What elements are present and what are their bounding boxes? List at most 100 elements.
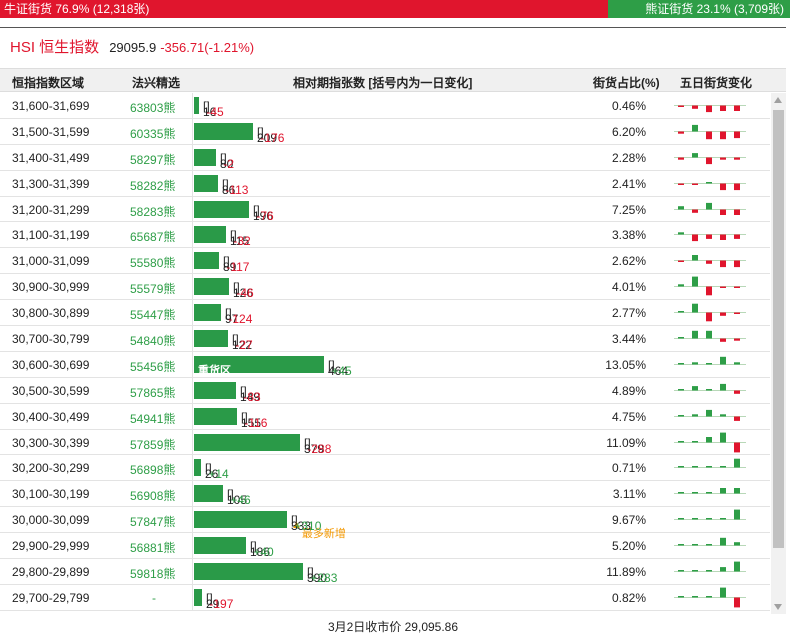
table-header: 恒指指数区域 法兴精选 相对期指张数 [括号内为一日变化] 街货占比(%) 五日… xyxy=(0,68,786,92)
index-name[interactable]: HSI 恒生指数 xyxy=(10,39,100,56)
five-day-change-chart xyxy=(674,303,746,322)
table-row: 29,700-29,799 - 29 [-197] 0.82% xyxy=(0,584,770,611)
count-change: +310 xyxy=(294,519,322,534)
range-cell: 30,200-30,299 xyxy=(12,461,90,476)
warrant-code-link[interactable]: 56908熊 xyxy=(130,489,176,504)
warrant-code-link[interactable]: 65687熊 xyxy=(130,230,176,245)
spark-bar xyxy=(678,105,684,107)
warrant-code-link[interactable]: 57859熊 xyxy=(130,437,176,452)
count-bar xyxy=(194,381,236,399)
spark-bar xyxy=(692,255,698,261)
table-row: 30,300-30,399 57859熊 379 [-288] 11.09% xyxy=(0,429,770,456)
index-value: 29095.9 xyxy=(109,40,157,55)
header-pct: 街货占比(%) xyxy=(593,76,660,90)
warrant-code-link[interactable]: 56898熊 xyxy=(130,463,176,478)
count-bar xyxy=(194,122,253,140)
count-change: -288 xyxy=(307,441,332,456)
warrant-code-link[interactable]: 59818熊 xyxy=(130,567,176,582)
table-row: 30,400-30,499 54941熊 155 [-116] 4.75% xyxy=(0,403,770,430)
warrant-code-link[interactable]: 58297熊 xyxy=(130,152,176,167)
spark-bar xyxy=(706,466,712,468)
warrant-code-link[interactable]: 55447熊 xyxy=(130,308,176,323)
warrant-code-link[interactable]: 54941熊 xyxy=(130,411,176,426)
spark-bar xyxy=(734,105,740,111)
bar-cell: 26 [+14] xyxy=(192,455,592,482)
count-change: -124 xyxy=(228,312,253,327)
spark-bar xyxy=(706,157,712,164)
range-cell: 29,900-29,999 xyxy=(12,539,90,554)
most-new-label: 最多新增 xyxy=(301,528,346,541)
count-number: 16 xyxy=(203,105,217,119)
spark-bar xyxy=(706,544,712,546)
share-percent: 2.28% xyxy=(611,150,646,165)
share-percent: 11.89% xyxy=(606,565,646,580)
scroll-thumb[interactable] xyxy=(773,110,784,548)
spark-bar xyxy=(720,567,726,572)
count-change: +14 xyxy=(208,467,229,482)
count-change: -76 xyxy=(256,208,274,223)
count-change: -2 xyxy=(223,156,235,171)
count-value: 464 [+45] xyxy=(328,357,352,378)
bar-cell: 122 [-27] xyxy=(192,326,592,352)
spark-bar xyxy=(720,183,726,190)
range-cell: 31,500-31,599 xyxy=(12,124,90,139)
spark-bar xyxy=(720,356,726,365)
spark-bar xyxy=(720,466,726,468)
count-number: 80 xyxy=(220,156,234,171)
warrant-code-link[interactable]: 57847熊 xyxy=(130,515,176,530)
count-change: -45 xyxy=(206,105,224,119)
count-bar xyxy=(194,252,219,270)
header-code: 法兴精选 xyxy=(132,76,181,90)
spark-bar xyxy=(678,205,684,210)
spark-bar xyxy=(692,209,698,213)
warrant-code-link[interactable]: 55456熊 xyxy=(130,359,176,374)
count-change: -176 xyxy=(260,130,285,145)
table-row: 30,700-30,799 54840熊 122 [-27] 3.44% xyxy=(0,326,770,352)
spark-bar xyxy=(692,362,698,365)
scroll-up-icon[interactable] xyxy=(774,97,782,103)
bar-cell: ▲ 最多新增 333 [+310] xyxy=(192,507,592,540)
range-cell: 30,500-30,599 xyxy=(12,383,90,398)
warrant-code-link[interactable]: 63803熊 xyxy=(130,101,176,115)
bar-cell: 155 [-116] xyxy=(192,403,592,430)
warrant-code-link[interactable]: 54840熊 xyxy=(130,334,176,349)
spark-bar xyxy=(734,183,740,190)
warrant-code-link[interactable]: 60335熊 xyxy=(130,126,176,141)
warrant-code-link[interactable]: 55579熊 xyxy=(130,282,176,297)
warrant-code-link[interactable]: 56881熊 xyxy=(130,541,176,556)
spark-bar xyxy=(734,234,740,240)
count-number: 89 xyxy=(223,260,237,275)
table-row: 30,000-30,099 57847熊 ▲ 最多新增 333 [+310] 9.67% xyxy=(0,507,770,540)
warrant-code-link[interactable]: - xyxy=(152,590,156,605)
range-cell: 30,700-30,799 xyxy=(12,332,90,347)
spark-bar xyxy=(720,286,726,289)
spark-bar xyxy=(734,338,740,341)
scroll-down-icon[interactable] xyxy=(774,604,782,610)
warrant-code-link[interactable]: 58283熊 xyxy=(130,204,176,219)
range-cell: 30,400-30,499 xyxy=(12,409,90,424)
warrant-code-link[interactable]: 55580熊 xyxy=(130,256,176,271)
spark-bar xyxy=(706,105,712,113)
warrant-code-link[interactable]: 58282熊 xyxy=(130,178,176,193)
index-change: -356.71(-1.21%) xyxy=(160,40,255,55)
warrant-code-link[interactable]: 57865熊 xyxy=(130,385,176,400)
count-number: 155 xyxy=(241,415,262,430)
share-percent: 3.44% xyxy=(611,332,646,347)
share-percent: 3.11% xyxy=(612,487,646,502)
spark-bar xyxy=(692,595,698,598)
spark-bar xyxy=(692,276,698,287)
spark-bar xyxy=(734,157,740,160)
range-cell: 31,600-31,699 xyxy=(12,99,90,113)
share-percent: 4.75% xyxy=(611,409,646,424)
range-cell: 30,000-30,099 xyxy=(12,513,90,528)
spark-bar xyxy=(706,312,712,322)
bar-cell: 115 [-32] xyxy=(192,222,592,248)
spark-bar xyxy=(706,595,712,598)
share-percent: 4.01% xyxy=(611,280,646,295)
spark-bar xyxy=(678,183,684,185)
count-change: -46 xyxy=(236,286,254,301)
table-row: 31,200-31,299 58283熊 196 [-76] 7.25% xyxy=(0,196,770,223)
range-cell: 30,900-30,999 xyxy=(12,280,90,295)
scrollbar[interactable] xyxy=(771,93,786,614)
five-day-change-chart xyxy=(674,432,746,452)
